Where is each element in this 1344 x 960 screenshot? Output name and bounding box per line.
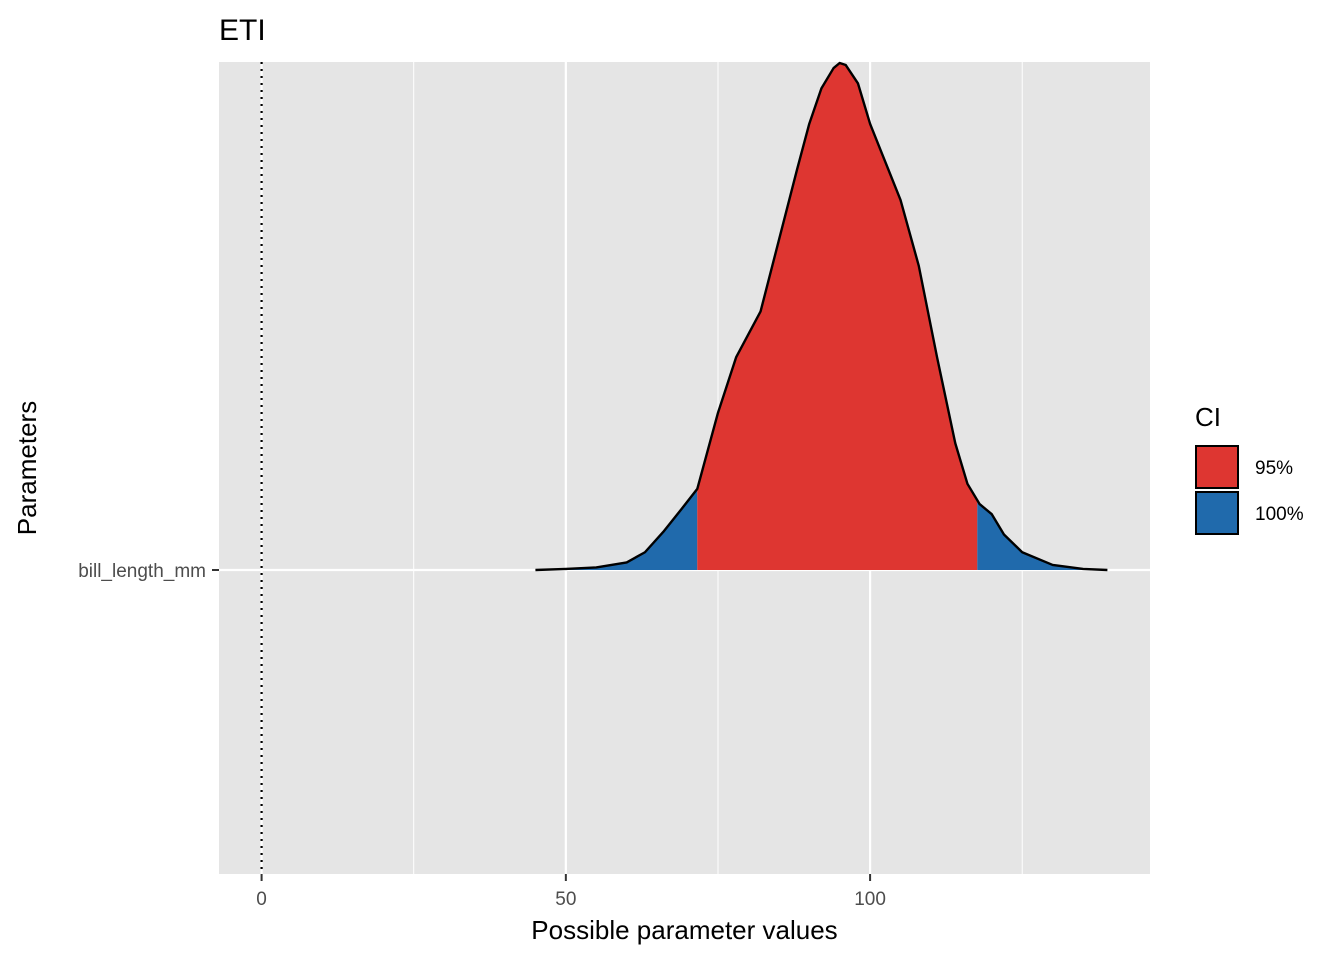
density-layer <box>535 61 1108 572</box>
ci-100-left-tail <box>535 488 698 570</box>
legend-key <box>1195 445 1239 489</box>
x-axis: 0 50 100 <box>256 874 886 910</box>
y-axis-title: Parameters <box>12 401 42 535</box>
legend-key <box>1195 491 1239 535</box>
y-tick-label: bill_length_mm <box>78 561 206 582</box>
y-axis: bill_length_mm <box>78 561 219 582</box>
legend-label: 100% <box>1255 504 1304 525</box>
plot-panel <box>219 62 1150 874</box>
legend-title: CI <box>1195 402 1221 432</box>
x-tick-label: 50 <box>555 889 576 910</box>
legend-label: 95% <box>1255 458 1293 479</box>
x-tick-label: 100 <box>854 889 886 910</box>
density-outline <box>535 61 1108 572</box>
chart-title: ETI <box>219 14 266 47</box>
x-axis-title: Possible parameter values <box>531 915 837 945</box>
ci-95-region <box>697 63 978 570</box>
legend: CI 95% 100% <box>1195 402 1304 535</box>
ci-100-right-tail <box>977 500 1108 570</box>
x-tick-label: 0 <box>256 889 267 910</box>
